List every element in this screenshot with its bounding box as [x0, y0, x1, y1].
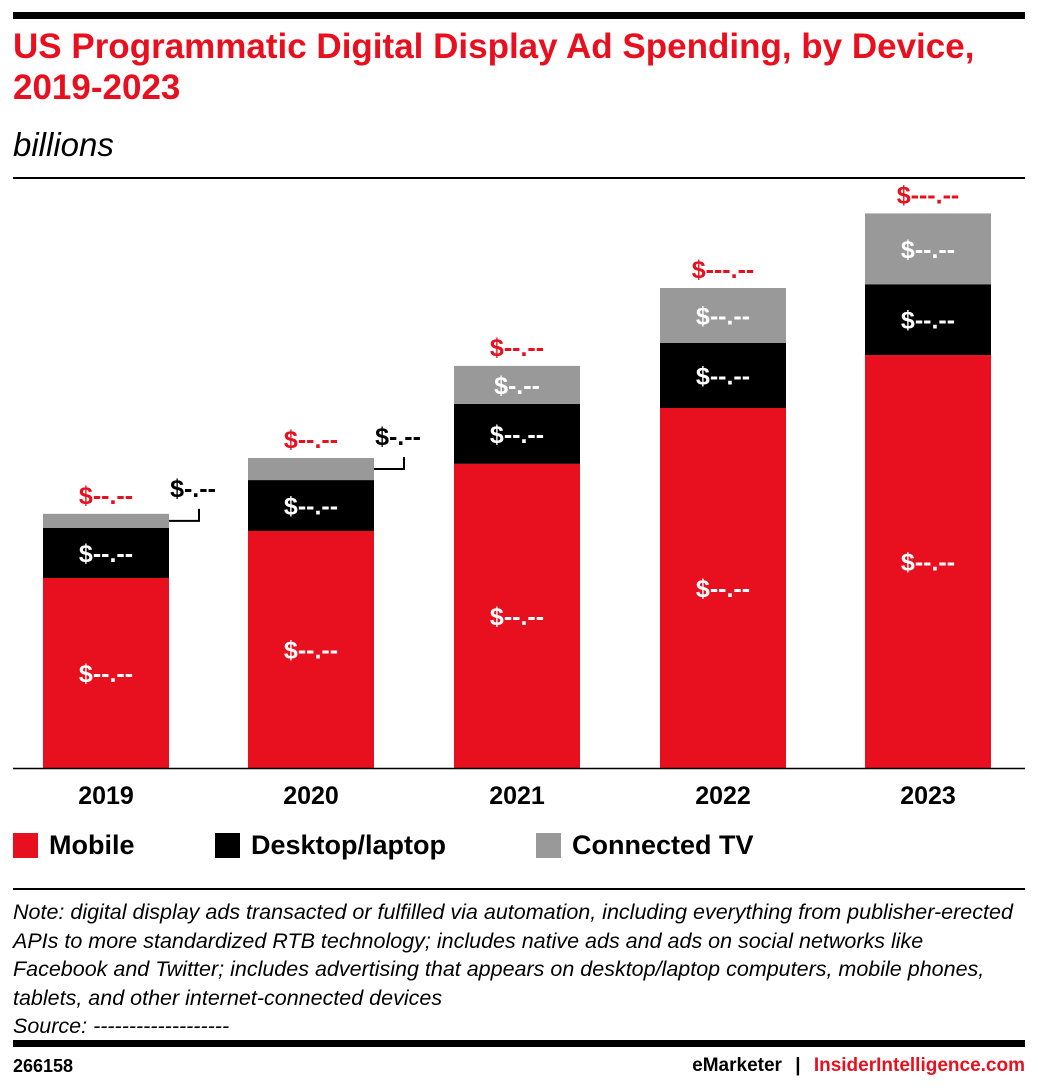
data-label: $--.-- [696, 303, 750, 331]
bar-connected-tv-2019 [43, 513, 169, 528]
legend-item-ctv: Connected TV [536, 830, 754, 861]
title-divider [13, 177, 1025, 179]
bar-mobile-2023 [865, 355, 991, 768]
x-tick-label: 2023 [900, 782, 956, 810]
data-label: $--.-- [901, 307, 955, 335]
data-label: $--.-- [284, 636, 338, 664]
x-tick-label: 2021 [489, 782, 545, 810]
total-label: $--.-- [284, 426, 338, 454]
legend-label: Connected TV [572, 830, 754, 860]
top-bar [13, 12, 1025, 19]
data-label: $--.-- [490, 603, 544, 631]
data-label: $--.-- [284, 493, 338, 521]
bar-connected-tv-2020 [248, 458, 374, 481]
bar-desktop-laptop-2023 [865, 284, 991, 356]
x-tick-label: 2019 [78, 782, 134, 810]
brand: eMarketer | InsiderIntelligence.com [692, 1055, 1025, 1077]
note: Note: digital display ads transacted or … [13, 898, 1023, 1041]
total-label: $---.-- [692, 256, 754, 284]
brand-insider-intelligence: InsiderIntelligence.com [813, 1055, 1025, 1076]
chart-title: US Programmatic Digital Display Ad Spend… [13, 27, 975, 107]
data-label: $-.-- [494, 372, 540, 400]
total-label: $--.-- [490, 334, 544, 362]
x-tick-label: 2020 [283, 782, 339, 810]
source-text: Source: ------------------- [13, 1014, 230, 1038]
label-connector [374, 457, 405, 471]
data-label: $--.-- [901, 236, 955, 264]
bottom-bar [13, 1040, 1025, 1047]
note-divider [13, 888, 1025, 890]
bar-mobile-2019 [43, 578, 169, 768]
data-label: $-.-- [375, 423, 421, 451]
label-connector [169, 508, 200, 522]
data-label: $--.-- [696, 363, 750, 391]
legend-item-desktop: Desktop/laptop [215, 830, 446, 861]
stacked-bar-chart: $--.-- $--.-- $-.-- $--.-- 2019 $--.-- $--.-- $… [13, 181, 1025, 810]
x-tick-label: 2022 [695, 782, 751, 810]
legend-swatch-mobile [13, 833, 38, 858]
bar-desktop-laptop-2019 [43, 528, 169, 578]
bar-connected-tv-2022 [660, 288, 786, 343]
bar-mobile-2020 [248, 530, 374, 768]
bar-desktop-laptop-2021 [454, 403, 580, 464]
bar-connected-tv-2023 [865, 213, 991, 285]
legend-swatch-ctv [536, 833, 561, 858]
note-text: Note: digital display ads transacted or … [13, 900, 1013, 1010]
brand-emarketer: eMarketer [692, 1055, 782, 1076]
legend-label: Desktop/laptop [251, 830, 447, 860]
legend-item-mobile: Mobile [13, 830, 135, 861]
bar-desktop-laptop-2022 [660, 343, 786, 408]
bar-mobile-2021 [454, 463, 580, 768]
bar-connected-tv-2021 [454, 365, 580, 404]
data-label: $-.-- [170, 475, 216, 503]
bar-mobile-2022 [660, 408, 786, 768]
data-label: $--.-- [79, 540, 133, 568]
legend-swatch-desktop [215, 833, 240, 858]
total-label: $---.-- [897, 181, 959, 209]
data-label: $--.-- [490, 421, 544, 449]
data-label: $--.-- [901, 549, 955, 577]
legend-label: Mobile [49, 830, 135, 860]
chart-subtitle: billions [13, 126, 114, 163]
bar-desktop-laptop-2020 [248, 480, 374, 531]
total-label: $--.-- [79, 482, 133, 510]
chart-id: 266158 [13, 1056, 74, 1076]
data-label: $--.-- [79, 660, 133, 688]
brand-separator: | [795, 1055, 801, 1076]
data-label: $--.-- [696, 575, 750, 603]
